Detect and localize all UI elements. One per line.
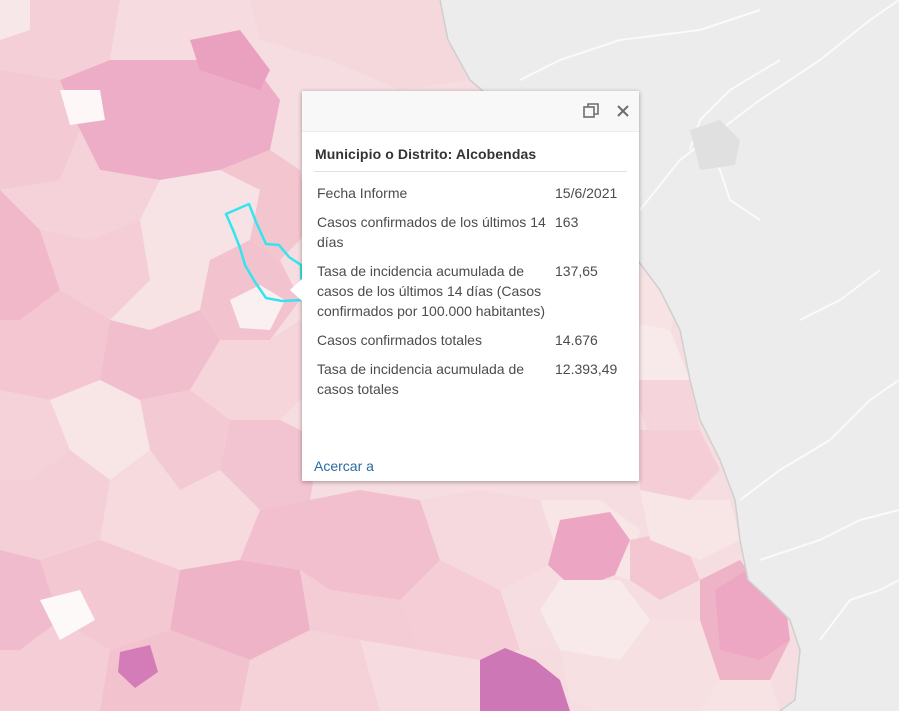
attribute-value: 12.393,49: [555, 361, 618, 377]
close-icon[interactable]: [612, 100, 634, 122]
table-row: Casos confirmados de los últimos 14 días…: [314, 210, 629, 259]
basemap-urban-area: [690, 120, 740, 170]
attribute-table: Fecha Informe 15/6/2021 Casos confirmado…: [314, 181, 629, 406]
attribute-label: Casos confirmados de los últimos 14 días: [317, 214, 546, 250]
attribute-value: 15/6/2021: [555, 185, 618, 201]
table-row: Tasa de incidencia acumulada de casos to…: [314, 357, 629, 406]
attribute-value: 137,65: [555, 263, 598, 279]
info-popup: Municipio o Distrito: Alcobendas Fecha I…: [302, 91, 639, 481]
table-row: Casos confirmados totales 14.676: [314, 328, 629, 357]
table-row: Tasa de incidencia acumulada de casos de…: [314, 259, 629, 328]
attribute-value: 14.676: [555, 332, 598, 348]
attribute-label: Tasa de incidencia acumulada de casos de…: [317, 263, 546, 319]
popup-title: Municipio o Distrito: Alcobendas: [315, 146, 537, 162]
popup-pointer: [290, 278, 303, 302]
table-row: Fecha Informe 15/6/2021: [314, 181, 629, 210]
attribute-label: Casos confirmados totales: [317, 332, 482, 348]
dock-icon[interactable]: [580, 100, 602, 122]
attribute-label: Tasa de incidencia acumulada de casos to…: [317, 361, 525, 397]
attribute-value: 163: [555, 214, 579, 230]
attribute-label: Fecha Informe: [317, 185, 408, 201]
popup-divider: [314, 171, 627, 172]
zoom-to-link[interactable]: Acercar a: [314, 458, 374, 474]
popup-header: [302, 91, 639, 132]
